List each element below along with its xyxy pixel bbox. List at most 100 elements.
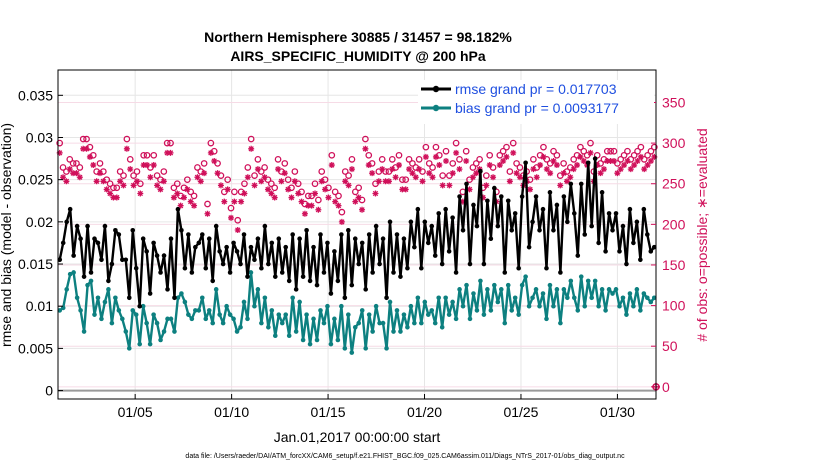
bias-point <box>193 308 198 313</box>
rmse-point <box>259 265 264 271</box>
bias-point <box>158 337 163 343</box>
obs-possible-marker <box>210 147 218 155</box>
obs-evaluated-marker <box>510 149 517 156</box>
obs-possible-marker <box>630 151 638 159</box>
bias-point <box>95 295 101 301</box>
bias-point <box>523 274 528 279</box>
bias-point <box>203 316 209 322</box>
rmse-point <box>286 278 292 284</box>
obs-possible-marker <box>163 139 171 147</box>
obs-evaluated-marker <box>63 178 70 185</box>
obs-evaluated-marker <box>580 157 587 164</box>
obs-evaluated-marker <box>123 145 130 152</box>
obs-evaluated-marker <box>473 170 480 177</box>
obs-possible-marker <box>247 135 255 143</box>
bias-point <box>481 312 487 317</box>
y2-tick-label: 350 <box>662 94 686 110</box>
bias-point <box>384 346 389 351</box>
obs-evaluated-marker <box>332 198 339 205</box>
obs-evaluated-marker <box>76 174 83 181</box>
bias-point <box>596 303 601 309</box>
obs-possible-marker <box>644 151 651 159</box>
x-tick-label: 01/30 <box>600 404 635 420</box>
rmse-point <box>377 261 382 267</box>
bias-point <box>419 320 424 326</box>
bias-point <box>123 329 129 334</box>
rmse-point <box>359 240 365 246</box>
obs-possible-marker <box>315 196 322 204</box>
obs-evaluated-marker <box>268 190 275 197</box>
y-axis-ticks: 0 0.005 0.01 0.015 0.02 0.025 0.03 0.035 <box>18 87 63 399</box>
obs-possible-marker <box>79 135 87 143</box>
obs-evaluated-marker <box>614 170 621 177</box>
series-lines <box>57 156 657 355</box>
obs-possible-marker <box>375 168 383 175</box>
rmse-point <box>565 219 570 225</box>
bias-point <box>422 299 428 305</box>
obs-evaluated-marker <box>127 166 134 173</box>
bias-point <box>88 278 94 284</box>
obs-evaluated-marker <box>315 206 322 213</box>
obs-evaluated-marker <box>80 145 87 152</box>
obs-evaluated-marker <box>611 157 618 164</box>
obs-possible-marker <box>482 172 490 179</box>
obs-evaluated-marker <box>385 178 392 185</box>
obs-possible-marker <box>133 168 141 175</box>
rmse-point <box>481 261 487 267</box>
obs-evaluated-marker <box>221 198 228 205</box>
x-tick-label: 01/05 <box>118 404 153 420</box>
obs-evaluated-marker <box>241 190 248 197</box>
bias-point <box>67 271 73 277</box>
obs-possible-marker <box>647 147 655 155</box>
obs-evaluated-marker <box>180 194 187 201</box>
obs-possible-marker <box>530 156 537 163</box>
y2-tick-label: 50 <box>662 338 678 354</box>
bias-point <box>217 312 222 317</box>
rmse-point <box>467 261 473 267</box>
rmse-point <box>464 181 469 187</box>
rmse-point <box>460 227 466 233</box>
obs-possible-marker <box>560 160 567 167</box>
y2-tick-label: 100 <box>662 298 686 314</box>
bias-point <box>429 308 435 313</box>
rmse-point <box>523 160 528 166</box>
rmse-point <box>596 240 601 246</box>
rmse-point <box>120 257 125 263</box>
obs-possible-marker <box>614 160 621 167</box>
rmse-point <box>485 198 490 204</box>
rmse-point <box>67 206 73 212</box>
obs-evaluated-marker <box>147 174 154 181</box>
bias-point <box>116 308 122 313</box>
rmse-point <box>106 278 111 284</box>
rmse-point <box>85 223 90 229</box>
x-tick-label: 01/20 <box>407 404 442 420</box>
obs-possible-marker <box>224 176 232 184</box>
obs-evaluated-marker <box>318 178 325 185</box>
bias-point <box>474 308 480 313</box>
obs-evaluated-marker <box>644 162 651 169</box>
obs-possible-marker <box>130 172 137 179</box>
obs-possible-marker <box>580 147 588 155</box>
rmse-point <box>419 265 424 271</box>
obs-possible-marker <box>106 180 114 188</box>
obs-possible-marker <box>617 156 625 163</box>
obs-possible-marker <box>516 164 524 171</box>
rmse-point <box>592 156 598 161</box>
obs-possible-marker <box>556 172 564 179</box>
obs-possible-marker <box>597 160 604 167</box>
obs-evaluated-marker <box>113 194 120 201</box>
rmse-point <box>599 190 605 195</box>
rmse-point <box>457 194 462 199</box>
obs-possible-marker <box>150 151 158 159</box>
rmse-point <box>648 249 654 254</box>
obs-evaluated-marker <box>248 145 255 152</box>
bias-point <box>613 287 619 292</box>
y2-axis-ticks: 0 50 100 150 200 250 300 350 <box>651 94 686 395</box>
obs-evaluated-marker <box>600 166 607 173</box>
rmse-point <box>432 253 438 258</box>
bias-point <box>589 295 594 301</box>
rmse-point <box>151 240 156 246</box>
rmse-point <box>384 295 389 301</box>
rmse-point <box>272 274 278 279</box>
